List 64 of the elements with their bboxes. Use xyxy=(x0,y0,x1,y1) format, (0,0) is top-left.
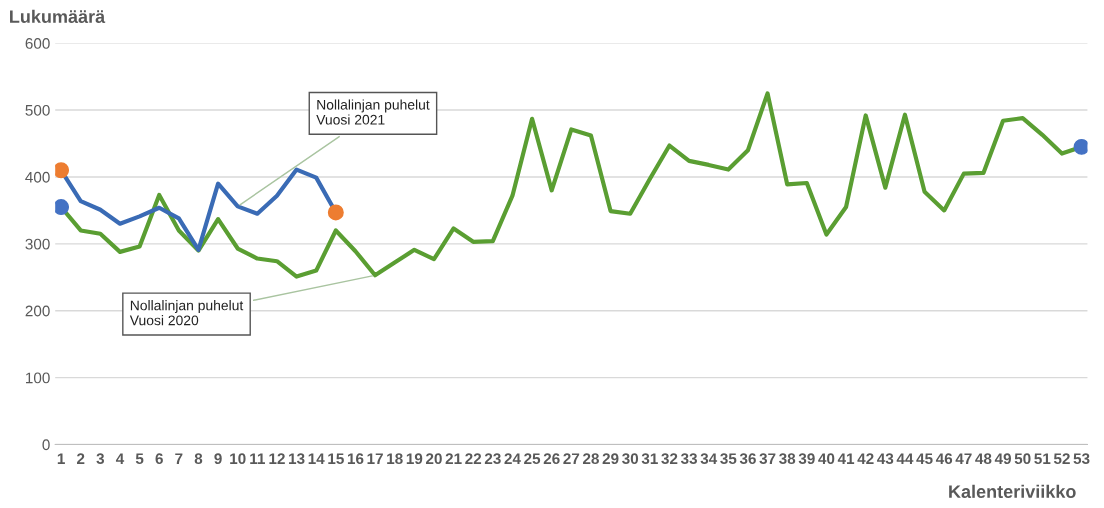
x-tick-label: 12 xyxy=(269,453,285,464)
y-tick-label: 500 xyxy=(25,104,50,116)
x-tick-label: 27 xyxy=(563,453,580,464)
y-tick-label: 0 xyxy=(42,439,50,451)
x-tick-label: 20 xyxy=(425,453,442,465)
y-axis-title: Lukumäärä xyxy=(10,9,106,24)
x-tick-label: 5 xyxy=(135,453,144,465)
x-tick-label: 39 xyxy=(798,453,815,465)
x-tick-label: 16 xyxy=(347,453,364,465)
x-tick-label: 19 xyxy=(406,453,423,465)
x-tick-label: 32 xyxy=(661,453,678,465)
x-tick-label: 17 xyxy=(367,453,383,464)
x-tick-label: 37 xyxy=(759,453,776,465)
x-tick-label: 4 xyxy=(115,453,125,464)
y-tick-label: 600 xyxy=(25,38,50,49)
x-tick-label: 46 xyxy=(935,453,953,465)
x-tick-label: 25 xyxy=(524,453,541,465)
x-tick-label: 45 xyxy=(916,453,933,465)
x-tick-label: 7 xyxy=(175,453,183,464)
x-tick-label: 11 xyxy=(250,453,265,464)
x-tick-label: 18 xyxy=(387,453,403,465)
x-tick-label: 9 xyxy=(214,453,222,465)
x-tick-label: 44 xyxy=(896,453,914,464)
x-axis-title: Kalenteriviikko xyxy=(949,484,1076,499)
x-tick-label: 14 xyxy=(308,453,325,464)
x-tick-label: 24 xyxy=(504,453,521,464)
x-tick-label: 29 xyxy=(602,453,619,465)
x-tick-label: 1 xyxy=(57,453,65,464)
x-tick-label: 35 xyxy=(720,453,737,465)
y-tick-label: 300 xyxy=(25,238,50,250)
x-tick-label: 40 xyxy=(818,453,835,465)
y-tick-label: 400 xyxy=(25,171,50,183)
x-tick-label: 10 xyxy=(230,453,246,465)
x-tick-label: 30 xyxy=(622,453,639,465)
x-tick-label: 28 xyxy=(582,453,599,465)
x-tick-label: 51 xyxy=(1034,453,1051,465)
x-tick-label: 50 xyxy=(1014,453,1031,465)
x-tick-label: 2 xyxy=(76,453,85,464)
annotation: Nollalinjan puhelut Vuosi 2021 xyxy=(316,99,430,125)
x-tick-label: 48 xyxy=(975,453,992,465)
x-tick-label: 41 xyxy=(837,453,855,464)
x-tick-label: 33 xyxy=(680,453,698,465)
x-tick-label: 42 xyxy=(857,453,874,464)
x-tick-label: 53 xyxy=(1073,453,1090,465)
x-tick-label: 34 xyxy=(700,453,718,465)
x-tick-label: 43 xyxy=(877,453,894,465)
x-tick-label: 49 xyxy=(994,453,1011,465)
x-tick-label: 47 xyxy=(955,453,972,464)
x-tick-label: 38 xyxy=(779,453,796,465)
x-tick-label: 36 xyxy=(739,453,756,465)
x-tick-label: 6 xyxy=(155,453,163,465)
x-tick-label: 21 xyxy=(445,453,462,464)
x-tick-label: 26 xyxy=(543,453,560,465)
x-tick-label: 31 xyxy=(641,453,658,465)
x-tick-label: 3 xyxy=(96,453,105,465)
y-tick-label: 100 xyxy=(26,372,50,384)
y-tick-label: 200 xyxy=(25,305,50,317)
x-tick-label: 8 xyxy=(194,453,203,465)
x-tick-label: 23 xyxy=(484,453,501,465)
x-tick-label: 22 xyxy=(465,453,482,464)
x-tick-label: 13 xyxy=(289,453,305,465)
annotation: Nollalinjan puhelut Vuosi 2020 xyxy=(129,300,244,326)
x-tick-label: 52 xyxy=(1053,453,1070,465)
x-tick-label: 15 xyxy=(328,453,344,465)
